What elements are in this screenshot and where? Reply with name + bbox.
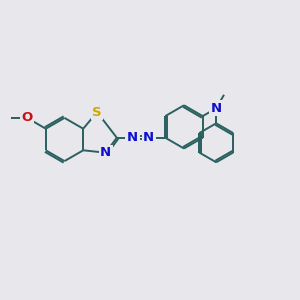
- Text: N: N: [143, 131, 154, 144]
- Text: N: N: [100, 146, 111, 159]
- Text: O: O: [22, 111, 33, 124]
- Text: S: S: [92, 106, 102, 119]
- Text: N: N: [211, 102, 222, 115]
- Text: N: N: [127, 131, 138, 144]
